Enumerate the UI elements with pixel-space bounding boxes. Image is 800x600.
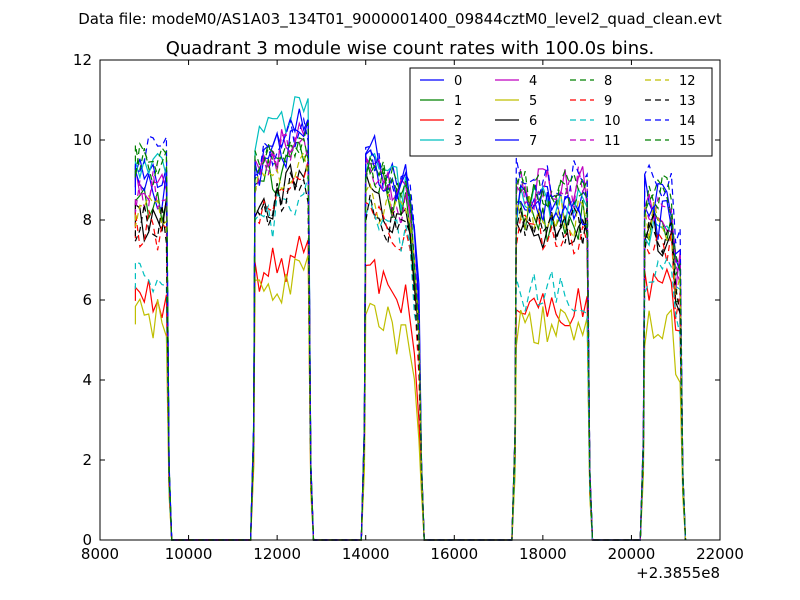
- x-tick-label: 18000: [519, 545, 567, 563]
- y-tick-label: 12: [73, 51, 92, 69]
- x-tick-label: 20000: [608, 545, 656, 563]
- legend-label-0: 0: [454, 74, 462, 89]
- legend-label-11: 11: [604, 134, 621, 149]
- legend-label-3: 3: [454, 134, 462, 149]
- legend-label-15: 15: [679, 134, 696, 149]
- legend-label-7: 7: [529, 134, 537, 149]
- x-tick-label: 16000: [430, 545, 478, 563]
- plot-lines: [134, 96, 687, 541]
- series-line-14: [134, 116, 687, 541]
- legend-label-8: 8: [604, 74, 612, 89]
- y-tick-label: 2: [82, 451, 92, 469]
- series-line-2: [134, 235, 687, 541]
- legend-label-4: 4: [529, 74, 537, 89]
- chart-title: Quadrant 3 module wise count rates with …: [166, 38, 655, 59]
- y-tick-label: 4: [82, 371, 92, 389]
- y-tick-label: 10: [73, 131, 92, 149]
- legend-label-9: 9: [604, 94, 612, 109]
- series-line-4: [134, 120, 687, 541]
- x-offset-label: +2.3855e8: [636, 564, 720, 582]
- legend-label-2: 2: [454, 114, 462, 129]
- x-tick-label: 14000: [342, 545, 390, 563]
- axis-ticks: 8000 10000 12000 14000 16000 18000 20000 22000 0…: [73, 51, 744, 563]
- legend-label-10: 10: [604, 114, 621, 129]
- legend-box: [409, 67, 713, 157]
- series-line-15: [134, 138, 687, 541]
- y-tick-label: 6: [82, 291, 92, 309]
- series-line-7: [134, 120, 687, 541]
- legend-label-1: 1: [454, 94, 462, 109]
- x-tick-label: 10000: [165, 545, 213, 563]
- legend-label-12: 12: [679, 74, 696, 89]
- legend-label-14: 14: [679, 114, 696, 129]
- y-tick-label: 0: [82, 531, 92, 549]
- legend-label-6: 6: [529, 114, 537, 129]
- x-tick-label: 12000: [253, 545, 301, 563]
- chart-suptitle: Data file: modeM0/AS1A03_134T01_90000014…: [78, 10, 722, 29]
- legend-label-5: 5: [529, 94, 537, 109]
- legend-label-13: 13: [679, 94, 696, 109]
- x-tick-label: 22000: [696, 545, 744, 563]
- x-tick-label: 8000: [81, 545, 119, 563]
- y-tick-label: 8: [82, 211, 92, 229]
- series-line-5: [134, 255, 687, 541]
